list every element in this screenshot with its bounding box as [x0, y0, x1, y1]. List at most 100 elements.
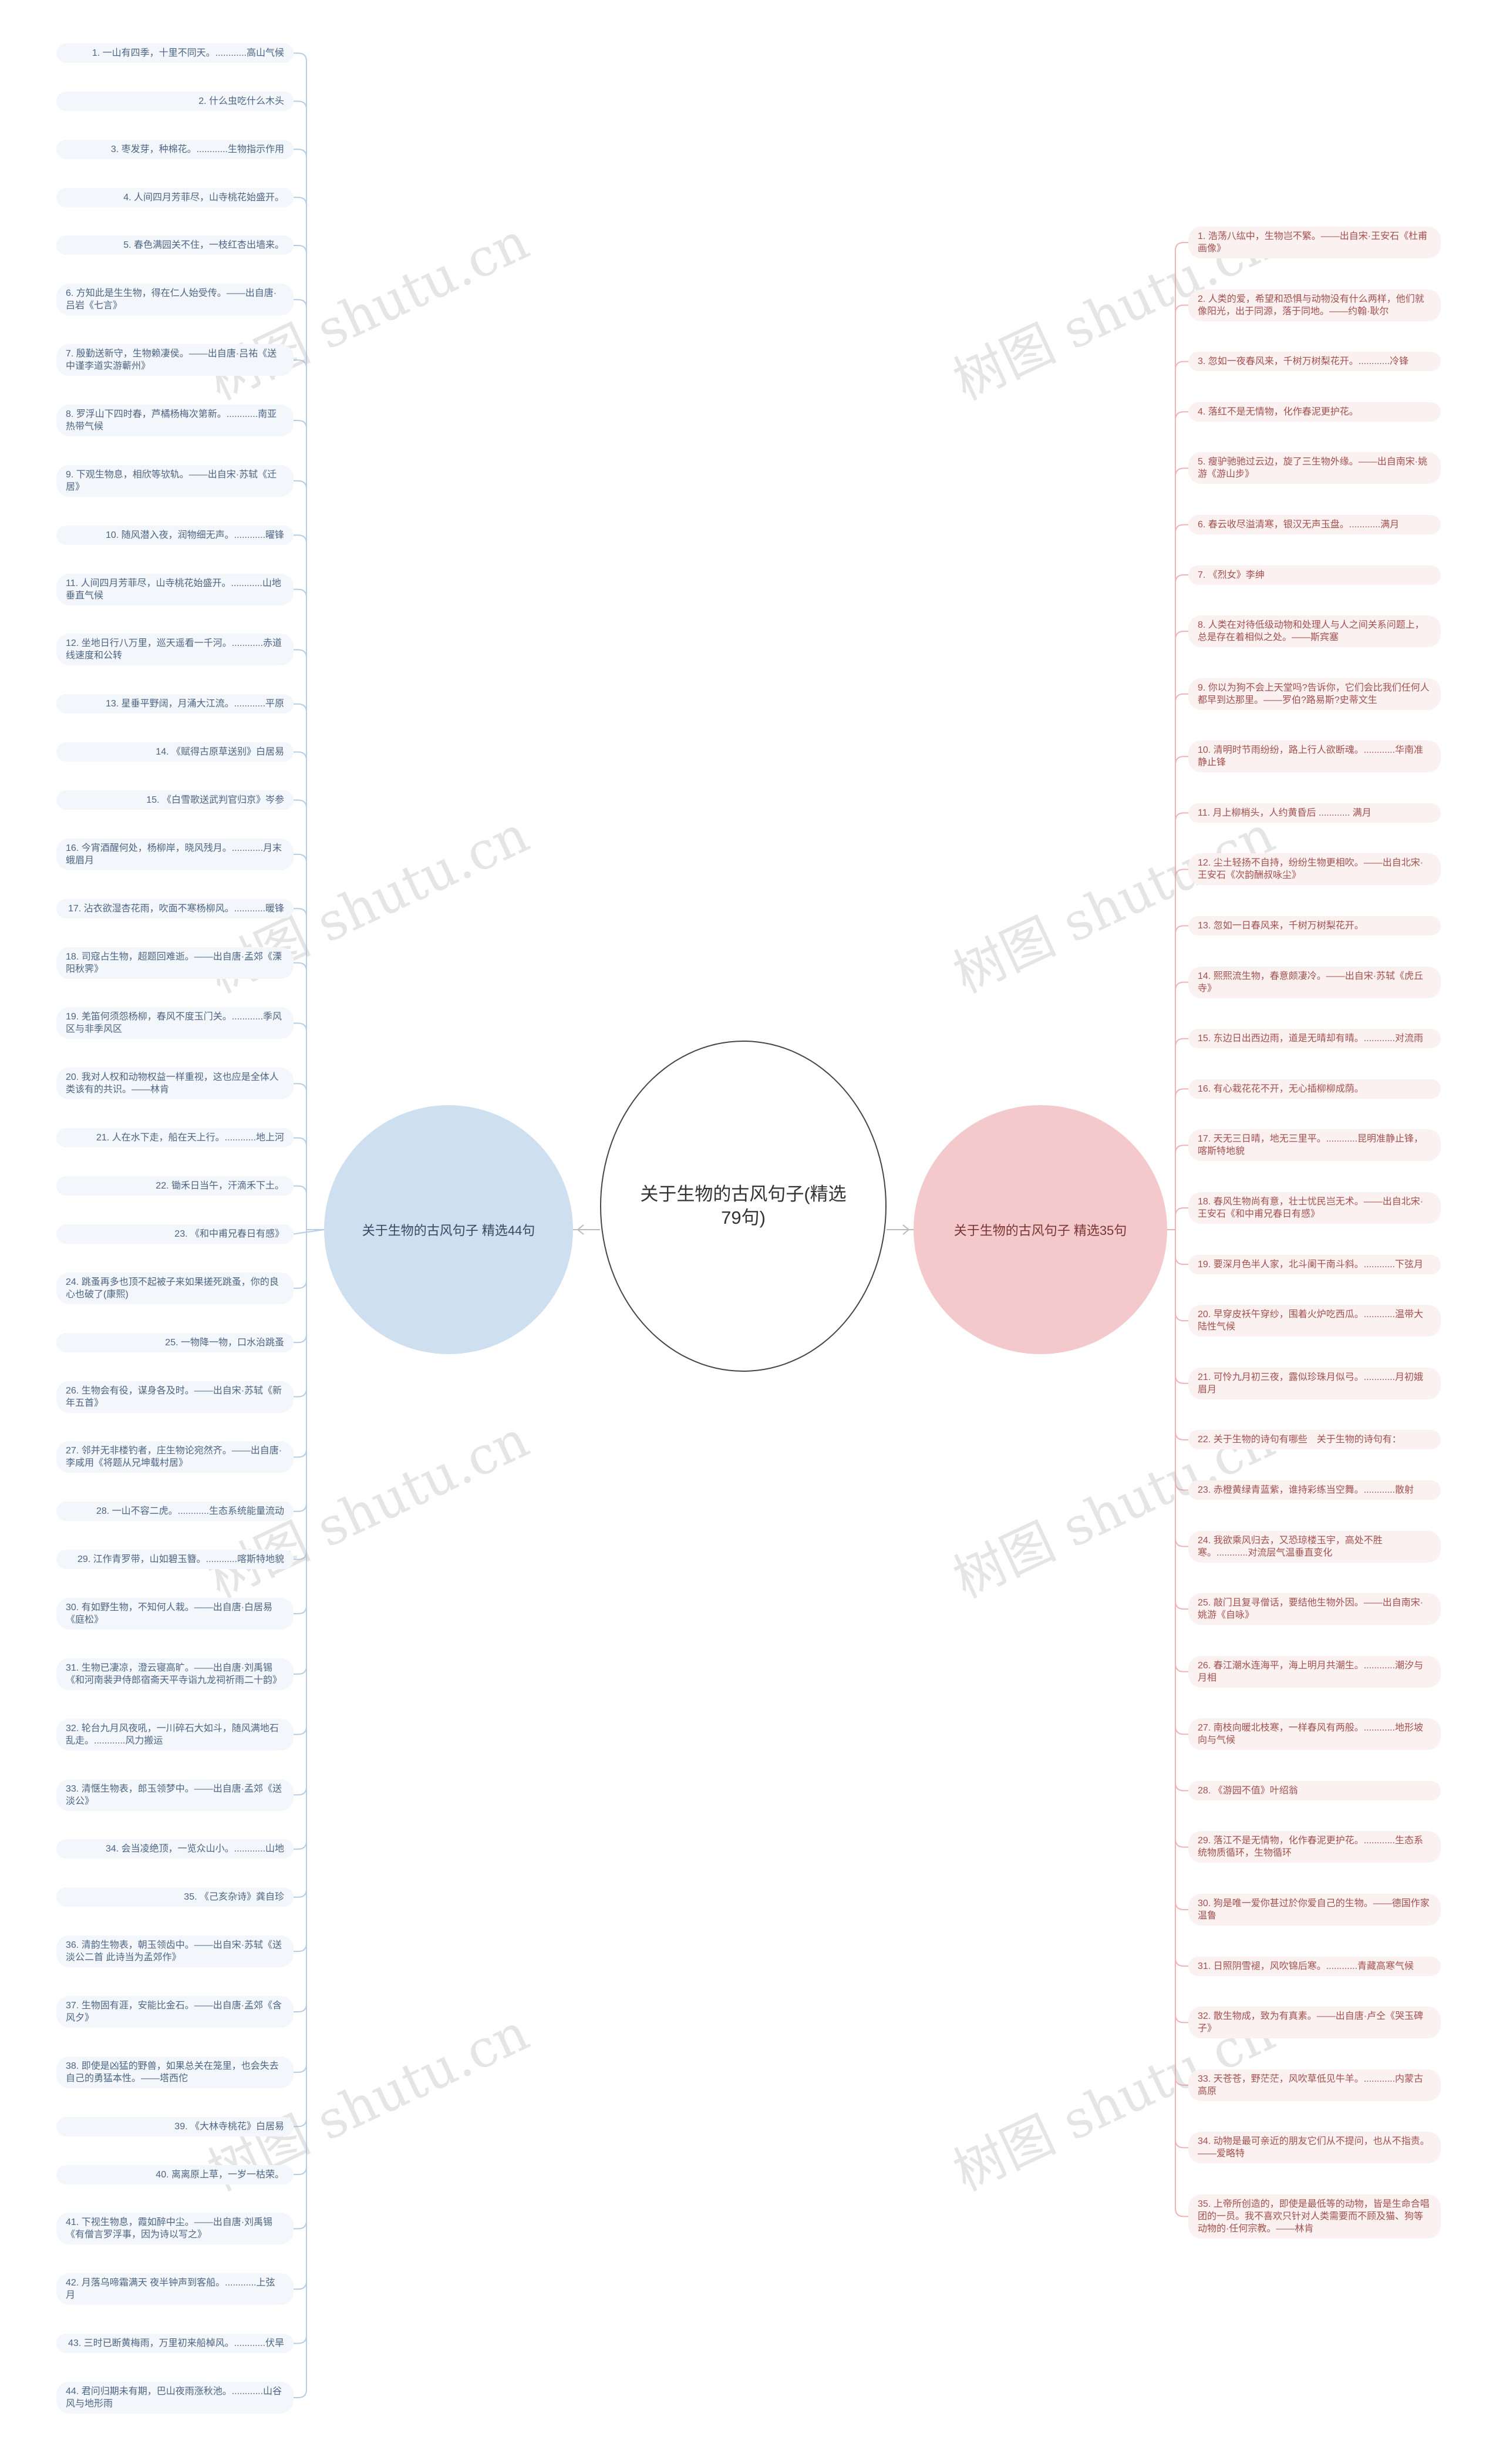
left-leaf-node[interactable]: 2. 什么虫吃什么木头 — [56, 91, 294, 111]
left-leaf-node[interactable]: 5. 春色满园关不住，一枝红杏出墙来。 — [56, 235, 294, 255]
left-leaf-node[interactable]: 12. 坐地日行八万里，巡天遥看一千河。............赤道线速度和公转 — [56, 634, 294, 666]
left-leaf-node[interactable]: 28. 一山不容二虎。............生态系统能量流动 — [56, 1502, 294, 1522]
right-leaf-node[interactable]: 13. 忽如一日春风来，千树万树梨花开。 — [1188, 916, 1441, 936]
right-leaf-node[interactable]: 1. 浩荡八纮中，生物岂不繁。——出自宋·王安石《杜甫画像》 — [1188, 227, 1441, 258]
left-leaf-node[interactable]: 36. 清韵生物表，朝玉领齿中。——出自宋·苏轼《送淡公二首 此诗当为孟郊作》 — [56, 1935, 294, 1968]
left-leaf-node[interactable]: 18. 司寇占生物，超题回难逝。——出自唐·孟郊《溧阳秋霁》 — [56, 947, 294, 979]
left-leaf-node[interactable]: 31. 生物已凄凉，澄云寝高旷。——出自唐·刘禹锡《和河南裴尹侍郎宿斋天平寺诣九… — [56, 1658, 294, 1690]
connector-line — [294, 703, 324, 1230]
right-leaf-node[interactable]: 26. 春江潮水连海平，海上明月共潮生。............潮汐与月相 — [1188, 1655, 1441, 1688]
left-leaf-node[interactable]: 1. 一山有四季，十里不同天。............高山气候 — [56, 43, 294, 63]
left-leaf-node[interactable]: 24. 跳蚤再多也顶不起被子来如果搓死跳蚤，你的良心也破了(康熙) — [56, 1272, 294, 1304]
left-leaf-node[interactable]: 10. 随风潜入夜，润物细无声。............曜锋 — [56, 525, 294, 545]
right-leaf-node[interactable]: 12. 尘土轻扬不自持，纷纷生物更相吹。——出自北宋·王安石《次韵酬叔咏尘》 — [1188, 853, 1441, 886]
left-leaf-node[interactable]: 43. 三时已断黄梅雨，万里初来船棹风。............伏旱 — [56, 2334, 294, 2354]
right-leaf-node[interactable]: 2. 人类的爱，希望和恐惧与动物没有什么两样，他们就像阳光，出于同源，落于同地。… — [1188, 289, 1441, 321]
right-leaf-node[interactable]: 25. 敲门且复寻僧话，要结他生物外因。——出自南宋·姚游《自咏》 — [1188, 1593, 1441, 1625]
connector-line — [294, 1229, 324, 1398]
left-leaf-node[interactable]: 27. 邻并无非楼钓者，庄生物论宛然齐。——出自唐·李咸用《将题从兄坤载村居》 — [56, 1441, 294, 1473]
right-branch-topic[interactable]: 关于生物的古风句子 精选35句 — [914, 1105, 1167, 1354]
right-leaf-node[interactable]: 11. 月上柳梢头，人约黄昏后 ............ 满月 — [1188, 803, 1441, 823]
right-leaf-node[interactable]: 16. 有心栽花花不开，无心插柳柳成荫。 — [1188, 1079, 1441, 1099]
left-leaf-node[interactable]: 11. 人间四月芳菲尽，山寺桃花始盛开。............山地垂直气候 — [56, 573, 294, 605]
right-leaf-node[interactable]: 24. 我欲乘风归去，又恐琼楼玉宇，高处不胜寒。............对流层气… — [1188, 1530, 1441, 1563]
left-leaf-node[interactable]: 39. 《大林寺桃花》白居易 — [56, 2116, 294, 2136]
connector-line — [294, 1229, 324, 1953]
left-leaf-node[interactable]: 44. 君问归期未有期，巴山夜雨涨秋池。............山谷风与地形雨 — [56, 2382, 294, 2413]
right-leaf-node[interactable]: 5. 瘦驴驰驰过云边，旋了三生物外缘。——出自南宋·姚游《游山步》 — [1188, 452, 1441, 484]
right-leaf-node[interactable]: 17. 天无三日晴，地无三里平。............昆明准静止锋，喀斯特地貌 — [1188, 1129, 1441, 1162]
right-leaf-node[interactable]: 34. 动物是最可亲近的朋友它们从不提问，也从不指责。——爱略特 — [1188, 2132, 1441, 2164]
right-leaf-node[interactable]: 19. 要深月色半人家，北斗阑干南斗斜。............下弦月 — [1188, 1254, 1441, 1274]
left-leaf-node[interactable]: 16. 今宵酒醒何处，杨柳岸，晓风残月。............月末蛾眉月 — [56, 838, 294, 870]
left-leaf-node[interactable]: 29. 江作青罗带，山如碧玉簪。............喀斯特地貌 — [56, 1550, 294, 1570]
left-branch-topic[interactable]: 关于生物的古风句子 精选44句 — [324, 1105, 573, 1354]
connector-line — [1167, 1229, 1188, 1322]
left-leaf-node[interactable]: 15. 《白雪歌送武判官归京》岑参 — [56, 790, 294, 810]
left-leaf-node[interactable]: 6. 方知此是生生物，得在仁人始受传。——出自唐·吕岩《七言》 — [56, 284, 294, 316]
connector-line — [294, 100, 324, 1230]
right-leaf-node[interactable]: 15. 东边日出西边雨，道是无晴却有晴。............对流雨 — [1188, 1029, 1441, 1049]
left-leaf-node[interactable]: 19. 羌笛何须怨杨柳，春风不度玉门关。............季风区与非季风区 — [56, 1007, 294, 1039]
left-leaf-node[interactable]: 42. 月落乌啼霜满天 夜半钟声到客船。............上弦月 — [56, 2273, 294, 2305]
connector-line — [294, 299, 324, 1230]
connector-line — [1167, 574, 1188, 1230]
left-leaf-node[interactable]: 32. 轮台九月风夜吼，一川碎石大如斗，随风满地石乱走。............… — [56, 1718, 294, 1751]
left-leaf-node[interactable]: 37. 生物固有涯，安能比金石。——出自唐·孟郊《含风夕》 — [56, 1995, 294, 2028]
left-leaf-node[interactable]: 8. 罗浮山下四时春，芦橘杨梅次第新。............南亚热带气候 — [56, 405, 294, 437]
connector-line — [294, 1185, 324, 1230]
right-leaf-node[interactable]: 4. 落红不是无情物，化作春泥更护花。 — [1188, 402, 1441, 422]
right-leaf-node[interactable]: 7. 《烈女》李绅 — [1188, 565, 1441, 585]
left-leaf-node[interactable]: 7. 殷勤送新守，生物赖凄侯。——出自唐·吕祐《送中谨李道实游蘄州》 — [56, 344, 294, 376]
connector-line — [1167, 242, 1188, 1230]
right-leaf-node[interactable]: 6. 春云收尽溢清寒，银汉无声玉盘。............满月 — [1188, 514, 1441, 534]
right-leaf-node[interactable]: 35. 上帝所创造的，即使是最低等的动物，皆是生命合唱团的一员。我不喜欢只针对人… — [1188, 2194, 1441, 2239]
right-leaf-node[interactable]: 33. 天苍苍，野茫茫，风吹草低见牛羊。............内蒙古高原 — [1188, 2069, 1441, 2101]
right-leaf-node[interactable]: 22. 关于生物的诗句有哪些 关于生物的诗句有： — [1188, 1430, 1441, 1450]
right-leaf-node[interactable]: 20. 早穿皮袄午穿纱，围着火炉吃西瓜。............温带大陆性气候 — [1188, 1305, 1441, 1337]
right-leaf-node[interactable]: 32. 散生物成，致为有真素。——出自唐·卢仝《哭玉碑子》 — [1188, 2007, 1441, 2039]
left-leaf-node[interactable]: 41. 下视生物息，霞如醉中尘。——出自唐·刘禹锡《有僧言罗浮事，因为诗以写之》 — [56, 2213, 294, 2245]
left-leaf-node[interactable]: 30. 有如野生物，不知何人栽。——出自唐·白居易《庭松》 — [56, 1597, 294, 1630]
right-leaf-node[interactable]: 10. 清明时节雨纷纷，路上行人欲断魂。............华南准静止锋 — [1188, 740, 1441, 773]
root-topic[interactable]: 关于生物的古风句子(精选79句) — [600, 1041, 887, 1372]
right-leaf-node[interactable]: 28. 《游园不值》叶绍翁 — [1188, 1780, 1441, 1800]
left-leaf-node[interactable]: 26. 生物会有役，谋身各及时。——出自宋·苏轼《新年五首》 — [56, 1381, 294, 1413]
right-leaf-node[interactable]: 27. 南枝向暖北枝寒，一样春风有两般。............地形坡向与气候 — [1188, 1718, 1441, 1751]
left-leaf-node[interactable]: 20. 我对人权和动物权益一样重视，这也应是全体人类该有的共识。——林肯 — [56, 1068, 294, 1100]
left-leaf-node[interactable]: 21. 人在水下走，船在天上行。............地上河 — [56, 1128, 294, 1148]
left-leaf-node[interactable]: 34. 会当凌绝顶，一览众山小。............山地 — [56, 1839, 294, 1859]
right-leaf-node[interactable]: 8. 人类在对待低级动物和处理人与人之间关系问题上，总是存在着相似之处。——斯宾… — [1188, 615, 1441, 648]
right-leaf-node[interactable]: 31. 日照阴雪褪，风吹锦后寒。............青藏高寒气候 — [1188, 1956, 1441, 1976]
right-leaf-node[interactable]: 14. 熙熙流生物，春意颇凄冷。——出自宋·苏轼《虎丘寺》 — [1188, 966, 1441, 998]
left-leaf-node[interactable]: 25. 一物降一物，口水治跳蚤 — [56, 1332, 294, 1352]
connector-line — [293, 1229, 325, 1235]
connector-line — [1167, 631, 1188, 1230]
left-leaf-node[interactable]: 35. 《己亥杂诗》龚自珍 — [56, 1887, 294, 1907]
connector-line — [294, 853, 324, 1230]
right-leaf-node[interactable]: 29. 落江不是无情物，化作春泥更护花。............生态系统物质循环… — [1188, 1831, 1441, 1863]
right-leaf-node[interactable]: 3. 忽如一夜春风来，千树万树梨花开。............冷锋 — [1188, 352, 1441, 372]
right-leaf-node[interactable]: 30. 狗是唯一爱你甚过於你爱自己的生物。——德国作家温鲁 — [1188, 1894, 1441, 1926]
left-leaf-node[interactable]: 40. 离离原上草，一岁一枯荣。 — [56, 2165, 294, 2184]
right-leaf-node[interactable]: 21. 可怜九月初三夜，露似珍珠月似弓。............月初娥眉月 — [1188, 1367, 1441, 1399]
left-leaf-node[interactable]: 23. 《和中甫兄春日有感》 — [56, 1224, 294, 1244]
left-leaf-node[interactable]: 3. 枣发芽，种棉花。............生物指示作用 — [56, 139, 294, 159]
connector-line — [1167, 467, 1188, 1230]
right-leaf-node[interactable]: 18. 春风生物尚有意，壮士忧民岂无术。——出自北宋·王安石《和中甫兄春日有感》 — [1188, 1192, 1441, 1224]
left-leaf-node[interactable]: 14. 《赋得古原草送别》白居易 — [56, 742, 294, 762]
left-leaf-node[interactable]: 17. 沾衣欲湿杏花雨，吹面不寒杨柳风。............暖锋 — [56, 898, 294, 918]
left-leaf-node[interactable]: 33. 清惬生物表，郎玉领梦中。——出自唐·孟郊《送淡公》 — [56, 1779, 294, 1811]
right-leaf-node[interactable]: 9. 你以为狗不会上天堂吗?告诉你，它们会比我们任何人都早到达那里。——罗伯?路… — [1188, 678, 1441, 710]
connector-line — [294, 1229, 324, 1289]
connector-line — [294, 1229, 324, 2012]
connector-line — [1167, 1229, 1188, 1911]
left-leaf-node[interactable]: 22. 锄禾日当午，汗滴禾下土。 — [56, 1176, 294, 1196]
right-leaf-node[interactable]: 23. 赤橙黄绿青蓝紫，谁持彩练当空舞。............散射 — [1188, 1480, 1441, 1500]
connector-line — [294, 1229, 324, 1675]
left-leaf-node[interactable]: 9. 下观生物息，相欣等欤轨。——出自宋·苏轼《迁居》 — [56, 464, 294, 497]
left-leaf-node[interactable]: 13. 星垂平野阔，月涌大江流。............平原 — [56, 694, 294, 714]
connector-line — [1167, 812, 1188, 1230]
left-leaf-node[interactable]: 4. 人间四月芳菲尽，山寺桃花始盛开。 — [56, 187, 294, 207]
left-leaf-node[interactable]: 38. 即使是凶猛的野兽，如果总关在笼里，也会失去自己的勇猛本性。——塔西佗 — [56, 2056, 294, 2088]
